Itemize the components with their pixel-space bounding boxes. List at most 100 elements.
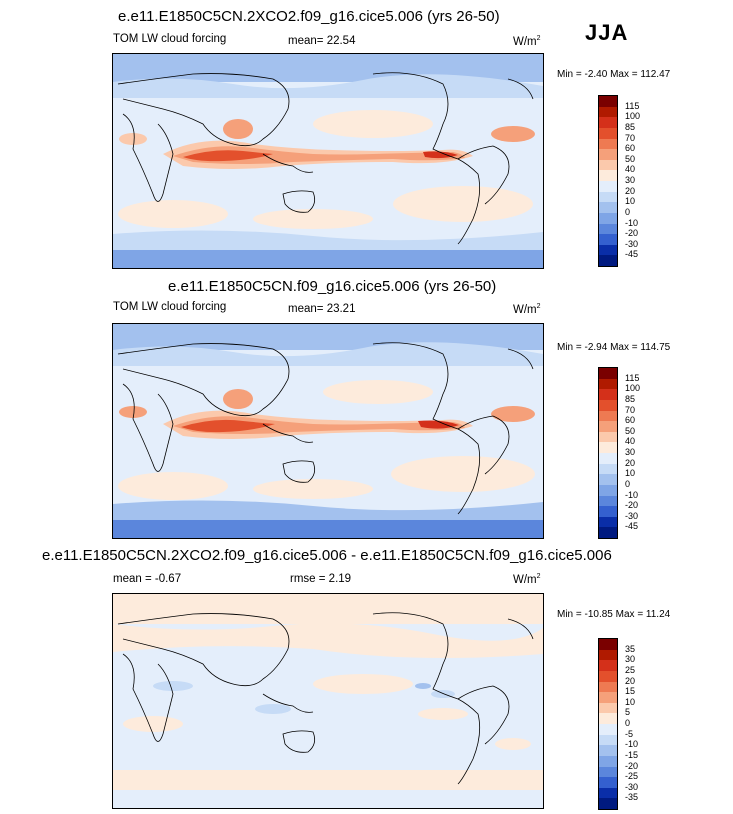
colorbar-swatch: [599, 713, 617, 724]
colorbar-swatch: [599, 399, 617, 411]
season-label: JJA: [585, 20, 629, 45]
colorbar-tick-label: 50: [625, 425, 636, 436]
colorbar-swatch: [599, 734, 617, 746]
colorbar-tick-label: -45: [625, 249, 639, 260]
colorbar-swatch: [599, 453, 617, 464]
panel-3-rmse: rmse = 2.19: [290, 573, 351, 585]
panel-2-minmax: Min = -2.94 Max = 114.75: [557, 342, 671, 353]
colorbar-tick-label: 30: [625, 447, 636, 457]
colorbar-swatch: [599, 138, 617, 150]
colorbar-swatch: [599, 474, 617, 485]
colorbar-tick-label: 10: [625, 696, 636, 707]
colorbar-swatch: [599, 516, 617, 528]
colorbar-swatch: [599, 755, 617, 767]
colorbar-swatch: [599, 255, 617, 266]
panel-2-mean: mean= 23.21: [288, 303, 355, 315]
panel-3-rmse-label: rmse =: [290, 573, 326, 585]
colorbar-swatch: [599, 777, 617, 788]
panel-3-rmse-value: 2.19: [328, 573, 352, 585]
colorbar-tick-label: 20: [625, 675, 636, 686]
colorbar-swatch: [599, 202, 617, 213]
colorbar-tick-label: -30: [625, 781, 639, 792]
colorbar-swatch: [599, 223, 617, 235]
colorbar-tick-label: 0: [625, 478, 631, 489]
colorbar-swatch: [599, 639, 617, 650]
panel-2-colorbar: [598, 367, 618, 539]
colorbar-tick-label: 20: [625, 457, 636, 468]
colorbar-tick-label: 100: [625, 383, 641, 394]
colorbar-tick-label: -20: [625, 760, 639, 771]
colorbar-tick-label: 15: [625, 686, 636, 697]
colorbar-swatch: [599, 96, 617, 107]
colorbar-swatch: [599, 106, 617, 118]
colorbar-tick-label: 60: [625, 415, 636, 426]
panel-3-mean: mean = -0.67: [113, 573, 182, 585]
panel-2-title: e.e11.E1850C5CN.f09_g16.cice5.006 (yrs 2…: [168, 278, 497, 295]
colorbar-swatch: [599, 181, 617, 192]
colorbar-swatch: [599, 495, 617, 507]
colorbar-swatch: [599, 787, 617, 799]
panel-2-variable-label: TOM LW cloud forcing: [113, 301, 227, 313]
colorbar-swatch: [599, 506, 617, 517]
colorbar-tick-label: 60: [625, 143, 636, 154]
panel-2-units: W/m2: [513, 303, 541, 316]
colorbar-tick-label: -30: [625, 510, 639, 521]
colorbar-tick-label: -10: [625, 739, 639, 750]
colorbar-swatch: [599, 702, 617, 714]
panel-2-mean-label: mean=: [288, 303, 324, 315]
colorbar-swatch: [599, 798, 617, 809]
panel-1-colorbar-ticks: 115 100 85 70 60 50 40 30 20 10 0 -10 -20 -30 -45: [625, 95, 665, 267]
panel-3-map-svg: [113, 594, 543, 808]
panel-1-title: e.e11.E1850C5CN.2XCO2.f09_g16.cice5.006 …: [118, 8, 500, 25]
colorbar-tick-label: 70: [625, 404, 636, 415]
colorbar-tick-label: 10: [625, 468, 636, 479]
colorbar-swatch: [599, 389, 617, 400]
colorbar-swatch: [599, 234, 617, 245]
colorbar-swatch: [599, 170, 617, 181]
colorbar-swatch: [599, 378, 617, 390]
colorbar-swatch: [599, 410, 617, 422]
colorbar-tick-label: 0: [625, 206, 631, 217]
colorbar-tick-label: 35: [625, 643, 636, 654]
colorbar-tick-label: 115: [625, 372, 640, 383]
panel-1-map-svg: [113, 54, 543, 268]
colorbar-swatch: [599, 191, 617, 203]
colorbar-tick-label: 50: [625, 153, 636, 164]
colorbar-tick-label: 40: [625, 164, 636, 175]
colorbar-tick-label: 85: [625, 393, 636, 404]
colorbar-tick-label: 25: [625, 664, 636, 675]
colorbar-tick-label: 5: [625, 707, 631, 718]
colorbar-tick-label: -45: [625, 521, 639, 532]
panel-2-map: [112, 323, 544, 539]
colorbar-swatch: [599, 660, 617, 671]
panel-1-mean: mean= 22.54: [288, 35, 355, 47]
colorbar-tick-label: -25: [625, 771, 639, 782]
colorbar-swatch: [599, 368, 617, 379]
colorbar-tick-label: -35: [625, 792, 639, 803]
panel-1-mean-label: mean=: [288, 35, 324, 47]
colorbar-tick-label: 85: [625, 121, 636, 132]
panel-1-variable-label: TOM LW cloud forcing: [113, 33, 227, 45]
panel-3-colorbar: [598, 638, 618, 810]
colorbar-tick-label: -20: [625, 228, 639, 239]
colorbar-tick-label: 0: [625, 718, 631, 728]
colorbar-tick-label: -30: [625, 238, 639, 249]
colorbar-swatch: [599, 463, 617, 475]
panel-3-title: e.e11.E1850C5CN.2XCO2.f09_g16.cice5.006 …: [42, 547, 612, 564]
colorbar-tick-label: 115: [625, 100, 640, 111]
colorbar-swatch: [599, 421, 617, 432]
colorbar-tick-label: 40: [625, 436, 636, 447]
panel-1-colorbar: [598, 95, 618, 267]
colorbar-swatch: [599, 527, 617, 538]
colorbar-tick-label: 70: [625, 132, 636, 143]
colorbar-swatch: [599, 692, 617, 703]
colorbar-tick-label: -10: [625, 489, 639, 500]
colorbar-tick-label: -10: [625, 217, 639, 228]
panel-3-colorbar-ticks: 35 30 25 20 15 10 5 0 -5 -10 -15 -20 -25 -30 -35: [625, 638, 665, 810]
panel-2-mean-value: 23.21: [326, 303, 356, 315]
colorbar-tick-label: 100: [625, 111, 641, 122]
panel-1-map: [112, 53, 544, 269]
colorbar-swatch: [599, 766, 617, 778]
colorbar-swatch: [599, 724, 617, 735]
panel-1-mean-value: 22.54: [326, 35, 356, 47]
